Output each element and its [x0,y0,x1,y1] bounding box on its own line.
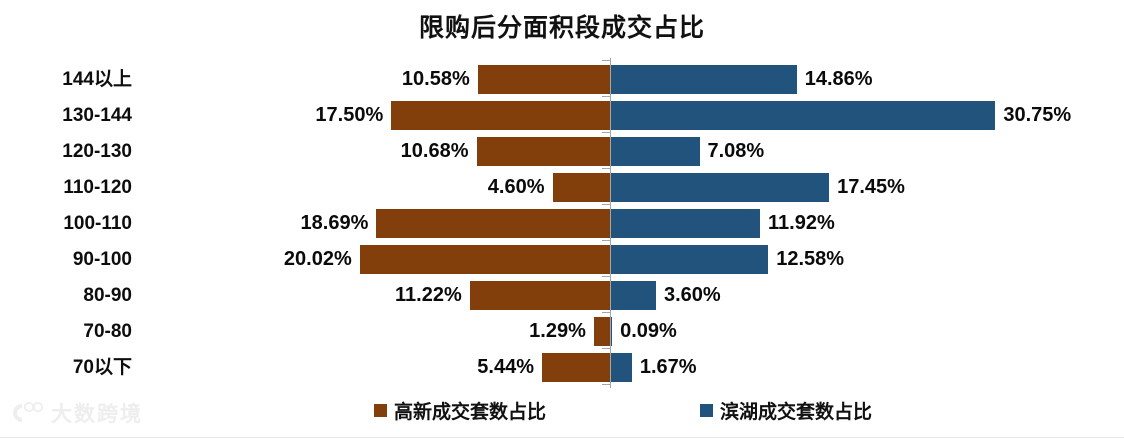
axis-tick [602,96,611,97]
value-label-right-3: 17.45% [837,176,905,198]
category-label: 110-120 [63,177,132,198]
legend-label: 滨湖成交套数占比 [720,401,873,423]
value-label-left-5: 20.02% [283,248,352,270]
axis-tick [602,168,611,169]
legend-swatch-icon [374,403,387,417]
bar-row: 70-80 1.29% 0.09% [0,317,1124,353]
value-label-left-4: 18.69% [300,212,369,234]
center-axis-line [610,58,611,388]
chart-legend: 高新成交套数占比 滨湖成交套数占比 [0,396,1124,424]
plot-area: 144以上 10.58% 14.86% 130-144 17.50% 30.75% 120-… [0,58,1124,388]
category-label: 70-80 [83,321,132,342]
bar-right-2[interactable] [611,137,700,166]
bar-left-5[interactable] [359,245,610,274]
value-label-right-7: 0.09% [620,320,677,342]
category-label: 120-130 [62,141,132,162]
bar-left-2[interactable] [476,137,610,166]
bar-left-3[interactable] [552,173,610,202]
value-label-right-2: 7.08% [707,140,765,162]
legend-item-0[interactable]: 高新成交套数占比 [374,396,546,424]
axis-tick [602,348,611,349]
bar-left-8[interactable] [542,353,610,382]
bar-right-0[interactable] [611,65,797,94]
bar-row: 80-90 11.22% 3.60% [0,281,1124,317]
bar-left-1[interactable] [391,101,610,130]
value-label-left-0: 10.58% [401,68,470,90]
bar-left-4[interactable] [376,209,610,238]
legend-label: 高新成交套数占比 [394,401,547,423]
value-label-right-8: 1.67% [639,356,697,378]
bar-left-6[interactable] [469,281,610,310]
bar-left-7[interactable] [593,317,610,346]
value-label-right-6: 3.60% [664,284,721,306]
value-label-left-1: 17.50% [315,104,384,126]
category-label: 80-90 [83,285,132,306]
chart-title: 限购后分面积段成交占比 [418,14,705,42]
axis-tick [602,132,611,133]
bar-row: 70以下 5.44% 1.67% [0,353,1124,389]
axis-tick [602,60,611,61]
bar-right-1[interactable] [611,101,996,130]
bar-row: 144以上 10.58% 14.86% [0,65,1124,101]
bar-right-7[interactable] [611,317,613,346]
value-label-right-4: 11.92% [768,212,835,234]
value-label-left-7: 1.29% [529,320,586,342]
bar-row: 130-144 17.50% 30.75% [0,101,1124,137]
legend-swatch-icon [700,403,713,417]
bar-right-5[interactable] [611,245,769,274]
bar-left-0[interactable] [477,65,610,94]
category-label: 130-144 [62,105,132,126]
axis-tick [602,276,611,277]
bar-right-8[interactable] [611,353,632,382]
bar-row: 90-100 20.02% 12.58% [0,245,1124,281]
bar-row: 100-110 18.69% 11.92% [0,209,1124,245]
bar-row: 110-120 4.60% 17.45% [0,173,1124,209]
bar-row: 120-130 10.68% 7.08% [0,137,1124,173]
axis-tick [602,312,611,313]
legend-item-1[interactable]: 滨湖成交套数占比 [700,396,872,424]
value-label-left-3: 4.60% [487,176,545,198]
category-label: 90-100 [72,249,132,270]
axis-tick [602,240,611,241]
value-label-left-8: 5.44% [477,356,534,378]
value-label-right-1: 30.75% [1003,104,1072,126]
bar-right-3[interactable] [611,173,830,202]
bar-right-4[interactable] [611,209,760,238]
category-label: 70以下 [72,357,132,378]
value-label-right-5: 12.58% [776,248,845,270]
category-label: 144以上 [62,69,132,90]
value-label-left-6: 11.22% [395,284,462,306]
value-label-right-0: 14.86% [804,68,873,90]
bar-right-6[interactable] [611,281,656,310]
axis-tick [602,204,611,205]
category-label: 100-110 [63,213,132,234]
axis-tick [602,384,611,385]
value-label-left-2: 10.68% [400,140,469,162]
